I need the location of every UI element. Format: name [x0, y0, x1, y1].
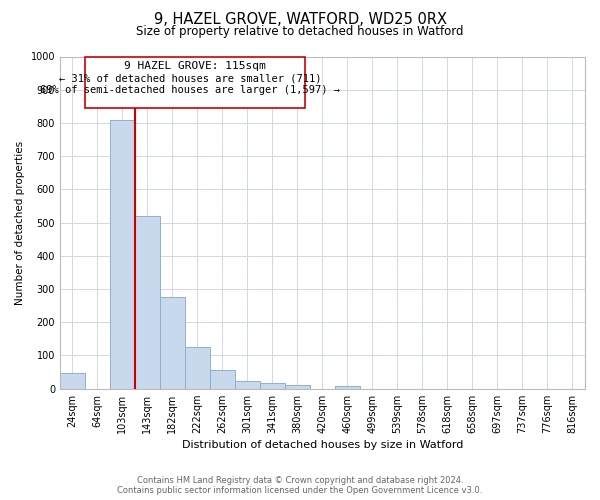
X-axis label: Distribution of detached houses by size in Watford: Distribution of detached houses by size … [182, 440, 463, 450]
Bar [135, 216, 160, 388]
Text: Size of property relative to detached houses in Watford: Size of property relative to detached ho… [136, 25, 464, 38]
Bar [110, 120, 135, 388]
Bar [260, 382, 285, 388]
Bar [335, 386, 360, 388]
Text: Contains HM Land Registry data © Crown copyright and database right 2024.
Contai: Contains HM Land Registry data © Crown c… [118, 476, 482, 495]
Y-axis label: Number of detached properties: Number of detached properties [15, 140, 25, 304]
Bar [285, 384, 310, 388]
Text: 9, HAZEL GROVE, WATFORD, WD25 0RX: 9, HAZEL GROVE, WATFORD, WD25 0RX [154, 12, 446, 28]
Bar [185, 347, 210, 389]
Text: 69% of semi-detached houses are larger (1,597) →: 69% of semi-detached houses are larger (… [40, 84, 340, 94]
Bar [160, 298, 185, 388]
Text: ← 31% of detached houses are smaller (711): ← 31% of detached houses are smaller (71… [59, 73, 321, 83]
FancyBboxPatch shape [85, 57, 305, 108]
Text: 9 HAZEL GROVE: 115sqm: 9 HAZEL GROVE: 115sqm [124, 62, 266, 72]
Bar [235, 382, 260, 388]
Bar [210, 370, 235, 388]
Bar [60, 374, 85, 388]
